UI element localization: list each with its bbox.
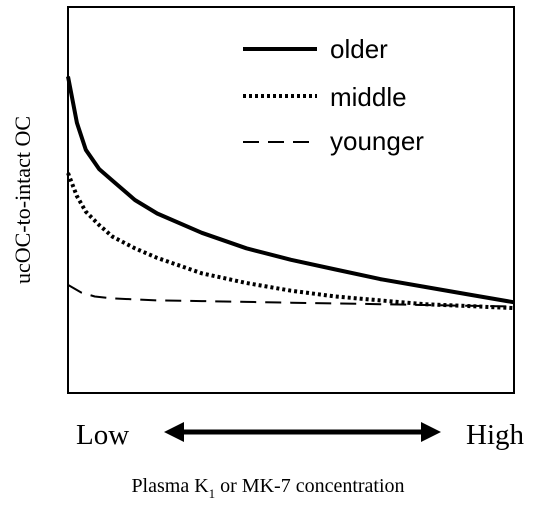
x-axis-label-prefix: Plasma K bbox=[131, 475, 209, 497]
x-axis-label: Plasma K1 or MK-7 concentration bbox=[131, 475, 404, 501]
x-axis-low-label: Low bbox=[76, 419, 129, 451]
series-line-older bbox=[66, 76, 515, 305]
x-direction-arrow-right-head bbox=[421, 422, 441, 442]
series-layer bbox=[66, 76, 515, 311]
plot-frame bbox=[67, 6, 515, 394]
legend-label-middle: middle bbox=[330, 82, 407, 112]
x-direction-arrow-left-head bbox=[164, 422, 184, 442]
legend: older middle younger bbox=[243, 34, 424, 156]
y-axis-label: ucOC-to-intact OC bbox=[10, 116, 35, 284]
series-line-younger bbox=[67, 284, 515, 308]
legend-label-older: older bbox=[330, 34, 388, 64]
series-line-middle bbox=[66, 172, 515, 311]
x-axis-label-subscript: 1 bbox=[209, 486, 216, 501]
x-axis-high-label: High bbox=[466, 419, 525, 451]
x-axis-label-suffix: or MK-7 concentration bbox=[215, 475, 404, 497]
legend-label-younger: younger bbox=[330, 126, 424, 156]
x-direction-arrow bbox=[164, 422, 441, 442]
